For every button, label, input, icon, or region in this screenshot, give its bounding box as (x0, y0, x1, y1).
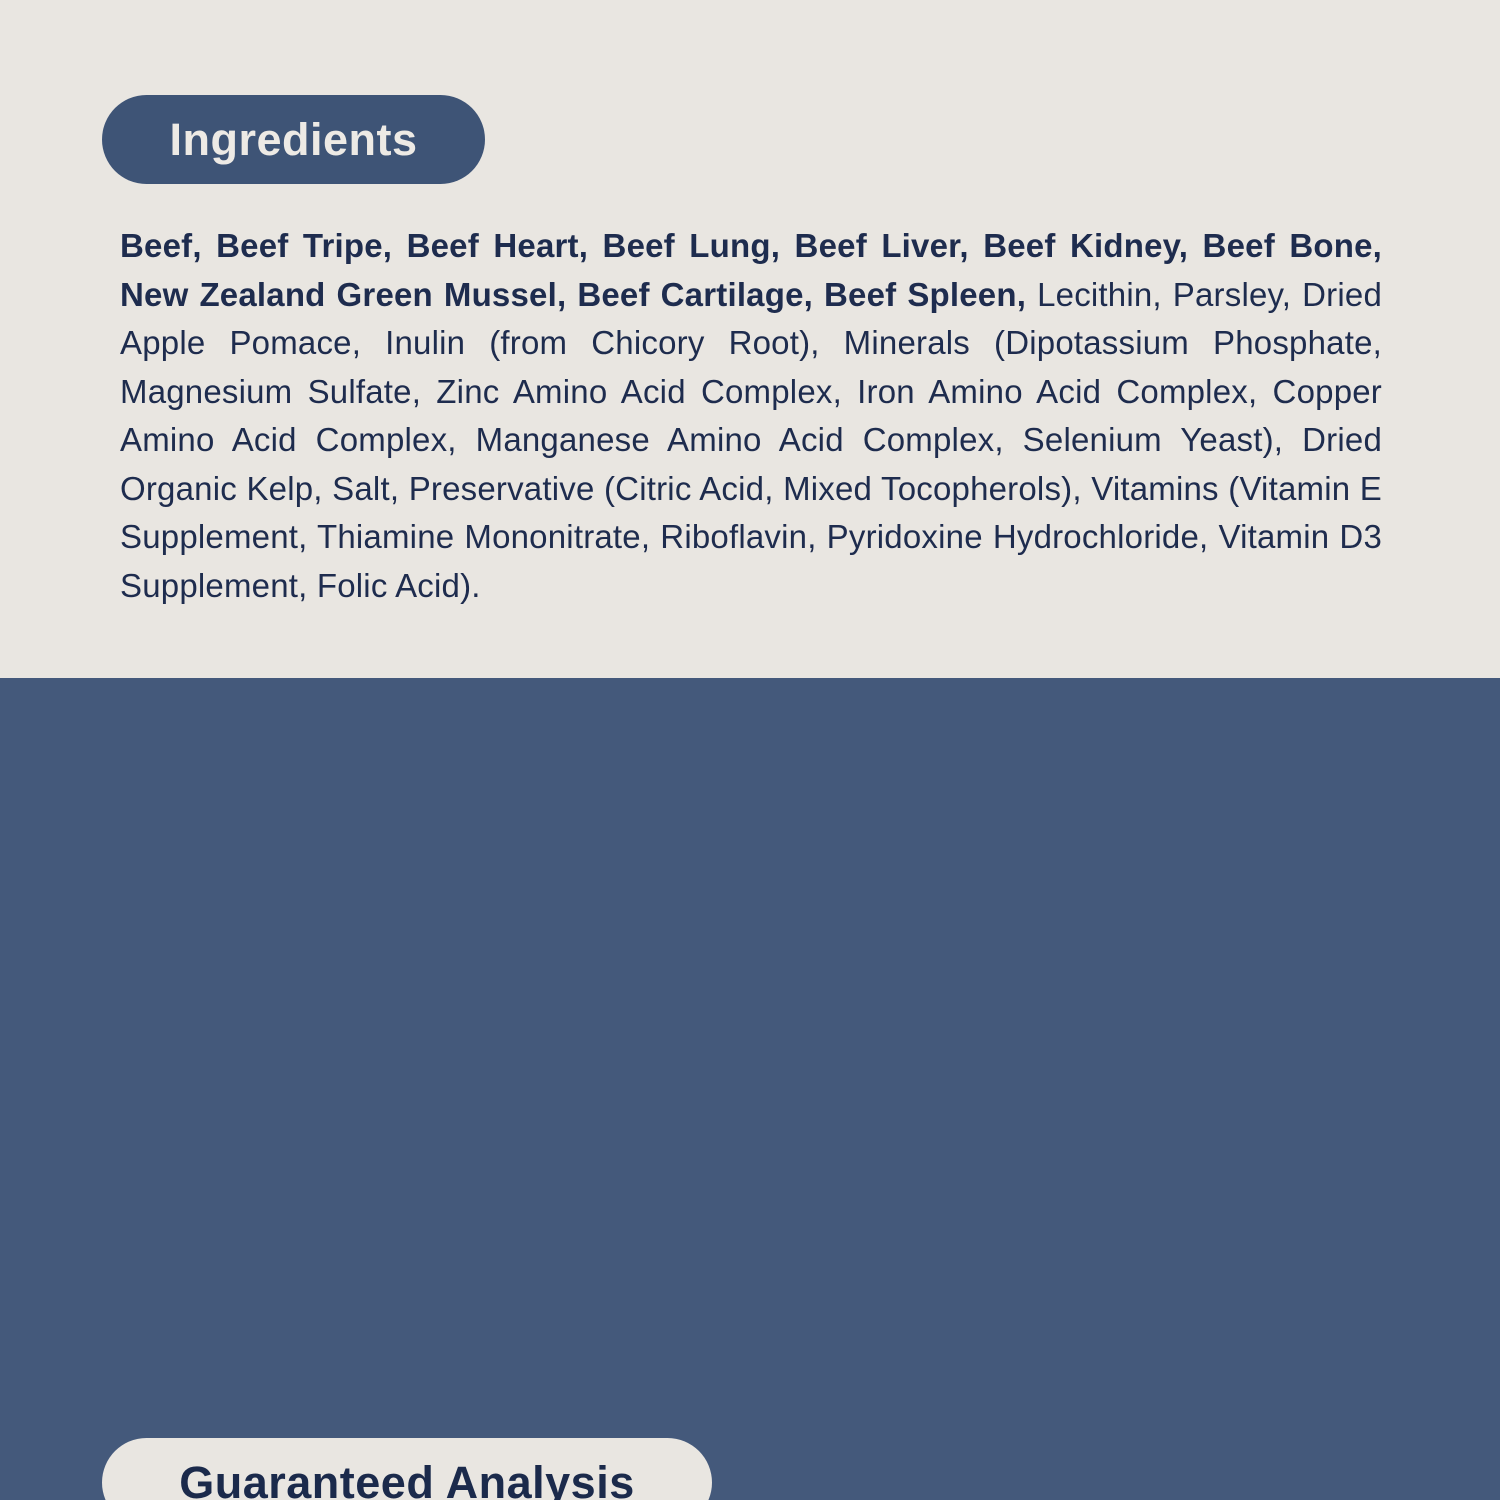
ingredients-section: Ingredients Beef, Beef Tripe, Beef Heart… (0, 0, 1500, 678)
ingredients-paragraph: Beef, Beef Tripe, Beef Heart, Beef Lung,… (120, 222, 1382, 610)
ingredients-title: Ingredients (169, 113, 418, 165)
guaranteed-analysis-section: Guaranteed Analysis Crude Protein (min) … (0, 678, 1500, 1500)
ingredients-secondary-list: Lecithin, Parsley, Dried Apple Pomace, I… (120, 275, 1382, 604)
guaranteed-analysis-title: Guaranteed Analysis (179, 1456, 635, 1500)
guaranteed-analysis-title-badge: Guaranteed Analysis (102, 1438, 712, 1500)
ingredients-primary-list: Beef, Beef Tripe, Beef Heart, Beef Lung,… (120, 227, 1382, 313)
ingredients-title-badge: Ingredients (102, 95, 485, 184)
